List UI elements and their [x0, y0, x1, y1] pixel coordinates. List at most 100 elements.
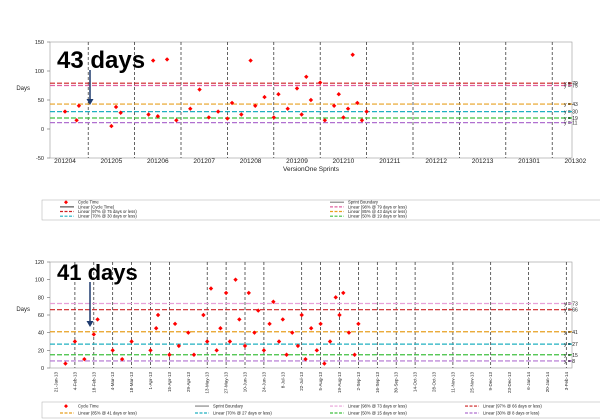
- x-tick-label: 5-Aug-13: [318, 372, 323, 391]
- x-tick-label: 25-Nov-13: [469, 372, 474, 394]
- x-tick-label: 15-Apr-13: [167, 372, 172, 393]
- percentile-label: y = 43: [564, 102, 578, 108]
- data-point: [314, 348, 320, 353]
- legend-label: Linear (Cycle Time): [78, 204, 115, 209]
- data-point: [176, 343, 182, 349]
- x-tick-label: 28-Oct-13: [432, 372, 437, 393]
- data-point: [208, 286, 214, 291]
- x-tick-label: 21-Jan-13: [54, 372, 59, 393]
- x-tick-label: 2-Sep-13: [356, 372, 361, 391]
- data-point: [188, 106, 193, 111]
- data-point: [150, 58, 156, 63]
- data-point: [304, 74, 309, 79]
- data-point: [271, 299, 276, 304]
- x-tick-label: 201212: [425, 158, 447, 165]
- data-point: [252, 330, 257, 335]
- y-tick-label: 0: [41, 127, 44, 133]
- days-callout: 43 days: [57, 47, 145, 74]
- percentile-label: y = 73: [564, 302, 578, 308]
- data-point: [355, 100, 360, 106]
- x-tick-label: 201209: [286, 158, 308, 165]
- legend-swatch: [64, 200, 68, 205]
- days-callout: 41 days: [57, 260, 138, 285]
- data-point: [350, 52, 355, 57]
- data-point: [276, 339, 282, 344]
- y-tick-label: 20: [38, 348, 44, 354]
- percentile-label: y = 27: [564, 342, 578, 348]
- x-tick-label: 10-Jun-13: [243, 372, 248, 393]
- data-point: [248, 58, 253, 63]
- data-point: [229, 100, 235, 106]
- data-point: [322, 118, 328, 123]
- x-tick-label: 18-Mar-13: [129, 372, 134, 393]
- x-tick-label: 201207: [193, 158, 215, 165]
- chart-1: -50 0 50 100 150 Days y = 79y = 75 y = 43 y = 30…: [16, 40, 600, 221]
- legend-label: Sprint Boundary: [348, 200, 379, 205]
- x-tick-label: 201301: [518, 158, 540, 165]
- data-point: [295, 343, 301, 349]
- legend-label: Linear (50% @ 19 days or less): [348, 214, 407, 219]
- data-point: [197, 87, 202, 92]
- data-point: [246, 290, 251, 296]
- data-point: [206, 115, 212, 120]
- y-tick-label: 60: [38, 313, 44, 319]
- x-tick-label: 29-Apr-13: [186, 372, 191, 393]
- legend-label: Cycle Time: [78, 404, 99, 409]
- percentile-label: y = 30: [564, 110, 578, 116]
- data-point: [290, 330, 295, 335]
- data-point: [76, 103, 82, 108]
- legend-swatch: [64, 404, 68, 409]
- legend: [41, 401, 600, 419]
- data-point: [364, 109, 369, 114]
- data-point: [74, 118, 79, 123]
- x-tick-label: 201210: [333, 158, 355, 165]
- data-point: [227, 339, 233, 344]
- data-point: [119, 356, 125, 362]
- legend-label: Linear (97% @ 66 days or less): [483, 404, 542, 409]
- data-point: [284, 352, 289, 357]
- data-point: [215, 109, 221, 114]
- data-point: [164, 57, 170, 62]
- data-point: [253, 103, 258, 108]
- x-tick-label: 201204: [54, 158, 76, 165]
- data-point: [322, 361, 327, 366]
- data-point: [318, 321, 323, 327]
- data-point: [341, 115, 346, 120]
- percentile-label: y = 19: [564, 116, 578, 122]
- data-point: [276, 92, 281, 97]
- legend-label: Linear (97% @ 75 days or less): [78, 209, 137, 214]
- data-point: [359, 118, 365, 123]
- legend: [41, 199, 600, 221]
- x-tick-label: 6-Jan-14: [526, 372, 531, 390]
- data-point: [118, 110, 123, 115]
- data-point: [223, 290, 229, 296]
- y-axis-label: Days: [16, 86, 30, 92]
- x-tick-label: 9-Dec-13: [488, 372, 493, 391]
- data-point: [153, 326, 159, 331]
- percentile-label: y = 15: [564, 353, 578, 359]
- x-tick-label: 23-Dec-13: [507, 372, 512, 394]
- x-tick-label: 14-Oct-13: [413, 372, 418, 393]
- data-point: [172, 321, 178, 327]
- percentile-label: y = 75: [564, 84, 578, 90]
- x-tick-label: 201211: [379, 158, 401, 165]
- percentile-label: y = 79: [564, 81, 578, 87]
- data-point: [63, 361, 68, 366]
- data-point: [72, 339, 78, 344]
- legend-label: Linear (85% @ 43 days or less): [348, 209, 407, 214]
- y-tick-label: 50: [38, 98, 44, 104]
- y-tick-label: 150: [35, 40, 44, 46]
- data-point: [113, 104, 119, 110]
- data-point: [95, 317, 100, 322]
- legend-label: Linear (70% @ 30 days or less): [78, 214, 137, 219]
- data-point: [110, 348, 115, 353]
- x-tick-label: 201208: [240, 158, 262, 165]
- data-point: [205, 339, 210, 344]
- y-tick-label: 120: [35, 260, 44, 266]
- data-point: [91, 332, 96, 337]
- data-point: [345, 106, 351, 111]
- data-point: [191, 352, 197, 357]
- data-point: [271, 115, 276, 120]
- x-tick-label: 201205: [101, 158, 123, 165]
- data-point: [333, 295, 338, 300]
